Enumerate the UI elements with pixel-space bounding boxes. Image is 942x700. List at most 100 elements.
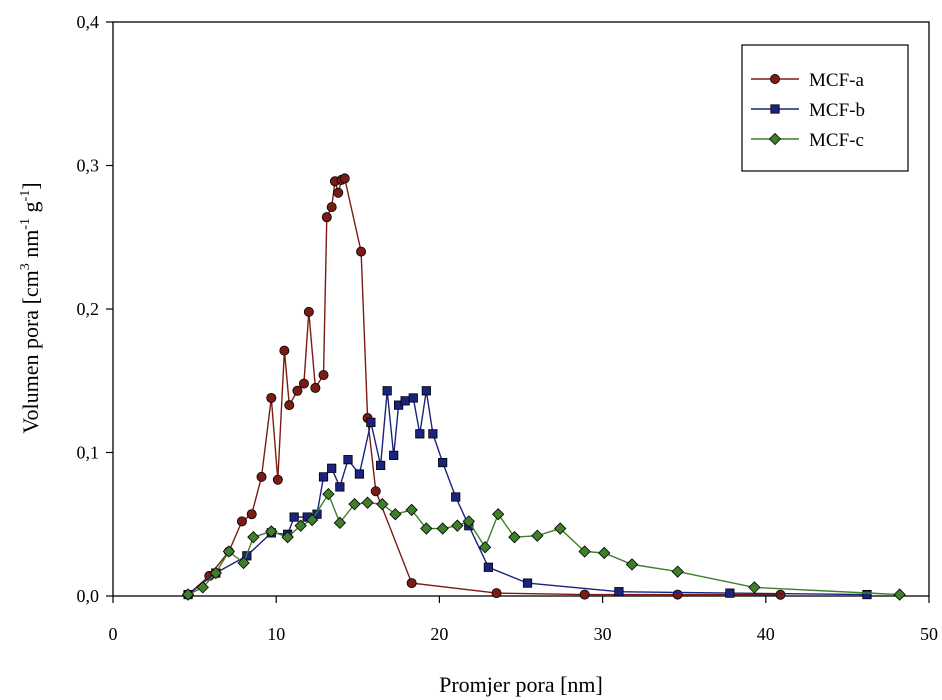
legend-box (741, 44, 909, 172)
data-point-mcf-b (438, 457, 448, 468)
data-point-mcf-a (406, 578, 417, 589)
data-point-mcf-b (428, 429, 438, 439)
legend: MCF-a MCF-b MCF-c (741, 44, 909, 172)
data-point-mcf-b (522, 578, 533, 588)
data-point-mcf-c (748, 581, 761, 594)
data-point-mcf-a (298, 378, 309, 389)
data-point-mcf-c (305, 513, 319, 527)
data-point-mcf-c (462, 515, 475, 528)
data-point-mcf-c (531, 529, 544, 542)
data-point-mcf-a (246, 509, 257, 520)
data-point-mcf-b (400, 396, 410, 406)
legend-marker-mcf-a (770, 74, 781, 85)
data-point-mcf-c (578, 545, 591, 558)
data-point-mcf-c (420, 522, 433, 535)
data-point-mcf-c (294, 519, 307, 532)
legend-marker-mcf-c (768, 132, 782, 146)
data-point-mcf-a (356, 246, 367, 257)
data-point-mcf-b (725, 588, 735, 598)
legend-marker-mcf-b (770, 104, 780, 114)
y-tick-label: 0,2 (77, 299, 100, 319)
series-line-mcf-a (187, 177, 781, 596)
data-point-mcf-b (312, 509, 322, 519)
data-point-mcf-c (376, 497, 389, 511)
y-axis-title-part-mid: nm (18, 230, 43, 264)
data-point-mcf-a (310, 382, 321, 393)
data-point-mcf-b (376, 460, 386, 471)
data-point-mcf-c (478, 541, 492, 554)
data-point-mcf-b (483, 562, 493, 572)
data-point-mcf-b (382, 386, 392, 396)
data-point-mcf-c (247, 530, 260, 544)
data-point-mcf-a (491, 588, 502, 599)
axes: 0 10 20 30 40 50 0,0 0,1 0,2 0,3 0,4 (77, 12, 939, 644)
x-tick-label: 0 (109, 624, 118, 644)
data-point-mcf-a (272, 474, 283, 485)
data-point-mcf-b (343, 455, 353, 465)
data-point-mcf-c (281, 530, 294, 544)
x-tick-label: 50 (920, 624, 938, 644)
legend-label-mcf-a: MCF-a (809, 70, 864, 91)
data-point-mcf-c (361, 496, 374, 509)
series-mcf-b (183, 386, 872, 600)
data-point-mcf-b (354, 469, 365, 479)
y-axis-title-part-sup3: -1 (18, 190, 33, 202)
data-point-mcf-c (508, 530, 521, 544)
data-point-mcf-a (303, 306, 314, 317)
x-axis-title: Promjer pora [nm] (439, 672, 603, 697)
data-point-mcf-b (415, 429, 425, 439)
y-tick-label: 0,4 (77, 12, 100, 32)
data-point-mcf-a (326, 202, 337, 213)
data-point-mcf-b (614, 587, 624, 597)
x-tick-label: 20 (430, 624, 448, 644)
y-axis-title: Volumen pora [cm3 nm-1 g-1] (18, 182, 43, 433)
data-point-mcf-c (625, 558, 639, 571)
data-point-mcf-a (318, 370, 329, 381)
x-tick-label: 10 (267, 624, 285, 644)
x-tick-label: 40 (757, 624, 775, 644)
data-point-mcf-a (321, 212, 332, 223)
x-tick-label: 30 (594, 624, 612, 644)
data-point-mcf-a (284, 400, 295, 411)
y-tick-label: 0,0 (77, 586, 100, 606)
data-point-mcf-c (554, 522, 567, 535)
data-point-mcf-c (222, 545, 236, 558)
data-point-mcf-b (408, 393, 418, 403)
data-point-mcf-b (327, 463, 337, 473)
data-point-mcf-c (196, 581, 209, 594)
series-line-mcf-c (187, 492, 900, 596)
data-point-mcf-a (775, 589, 786, 600)
data-point-mcf-a (236, 516, 247, 527)
data-point-mcf-b (335, 482, 345, 492)
data-point-mcf-a (333, 187, 344, 198)
data-point-mcf-c (671, 565, 684, 578)
legend-label-mcf-c: MCF-c (809, 130, 864, 151)
data-point-mcf-a (266, 392, 277, 403)
legend-label-mcf-b: MCF-b (809, 100, 865, 121)
data-point-mcf-b (318, 472, 329, 482)
data-point-mcf-b (389, 450, 399, 460)
y-axis-title-part-sup1: 3 (18, 263, 33, 270)
data-point-mcf-b (289, 512, 299, 522)
data-point-mcf-a (370, 486, 381, 497)
data-point-mcf-a (579, 589, 590, 600)
data-point-mcf-b (862, 589, 872, 600)
data-point-mcf-b (366, 417, 376, 427)
data-point-mcf-c (333, 516, 347, 529)
data-point-mcf-b (421, 386, 431, 396)
data-point-mcf-c (598, 546, 611, 560)
y-axis-title-part-end: ] (18, 182, 43, 189)
data-point-mcf-a (279, 345, 290, 356)
series-group (181, 173, 906, 601)
y-axis-title-part-sup2: -1 (18, 218, 33, 230)
data-point-mcf-c (237, 556, 250, 570)
data-point-mcf-c (181, 588, 195, 601)
y-tick-label: 0,3 (77, 156, 100, 176)
data-point-mcf-a (256, 471, 267, 482)
y-axis-title-part-mid2: g (18, 201, 43, 218)
data-point-mcf-a (672, 589, 683, 600)
y-tick-label: 0,1 (77, 443, 100, 463)
y-axis-title-part-base: Volumen pora [cm (18, 270, 43, 433)
